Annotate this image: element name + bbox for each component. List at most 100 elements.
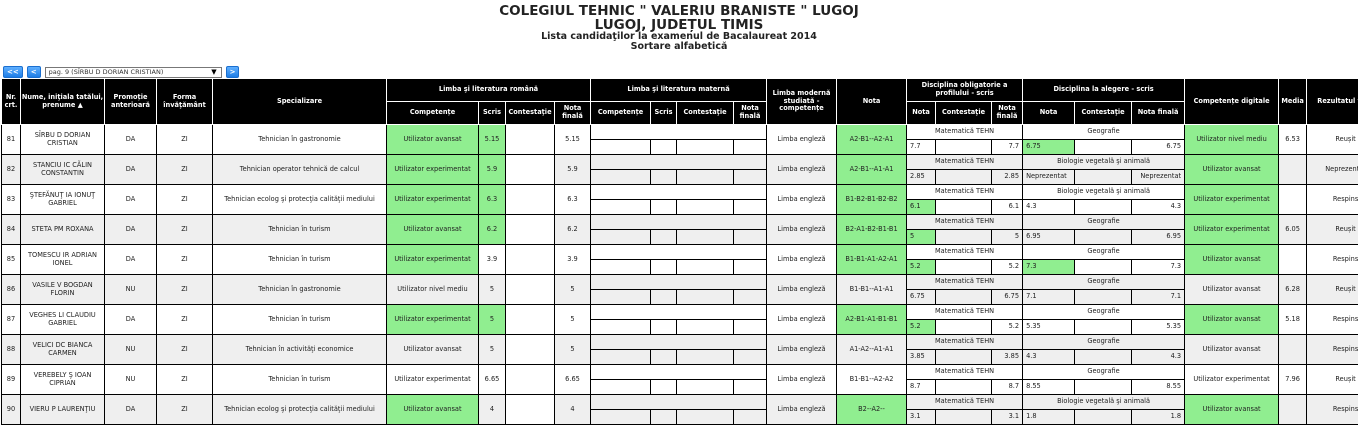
promotie-cell: NU [104,334,157,365]
ale-nota-finala-cell: 7.3 [1131,259,1186,275]
table-row: 88 VELICI DC BIANCA CARMEN NU ZI Tehnician î… [1,334,1358,365]
materna-empty-cell [590,124,768,140]
ro-competente-cell: Utilizator experimentat [386,244,479,275]
ro-competente-cell: Utilizator experimentat [386,154,479,185]
table-row: 89 VEREBELY Ş IOAN CIPRIAN NU ZI Tehnician î… [1,364,1358,395]
ale-nota-finala-cell: 5.35 [1131,319,1186,335]
nr-cell: 83 [1,184,21,215]
forma-cell: ZI [156,154,213,185]
mat-nota-finala-cell [733,379,768,395]
obl-contestatie-cell [935,199,993,215]
ro-contestatie-cell [505,304,555,335]
forma-cell: ZI [156,364,213,395]
obl-contestatie-cell [935,229,993,245]
ale-nota-cell: 4.3 [1022,349,1076,365]
obl-contestatie-cell [935,259,993,275]
mat-competente-cell [590,199,652,215]
nr-cell: 81 [1,124,21,155]
col-group-romana: Limba şi literatura română [385,79,592,102]
forma-cell: ZI [156,274,213,305]
ale-nota-finala-cell: 6.95 [1131,229,1186,245]
nota-cell: A2-B1-A1-B1-B1 [836,304,908,335]
nota-cell: B1-B2-B1-B2-B2 [836,184,908,215]
rezultat-cell: Respins [1306,334,1358,365]
ro-contestatie-cell [505,124,555,155]
mat-scris-cell [650,319,678,335]
mat-competente-cell [590,139,652,155]
col-forma: Forma învăţământ [156,79,213,125]
obligatorie-subject: Matematică TEHN [906,334,1024,350]
ro-contestatie-cell [505,154,555,185]
table-row: 85 TOMESCU IR ADRIAN IONEL DA ZI Tehnician î… [1,244,1358,275]
mat-contestatie-cell [676,379,735,395]
rezultat-cell: Respins [1306,304,1358,335]
name-cell: STANCIU IC CĂLIN CONSTANTIN [20,154,105,185]
dropdown-arrow-icon: ▼ [211,67,217,76]
ro-contestatie-cell [505,334,555,365]
ro-nota-finala-cell: 5 [553,274,592,305]
col-ro-competente: Competențe [386,101,479,125]
col-mat-contestatie: Contestaţie [676,101,735,125]
mat-contestatie-cell [676,259,735,275]
obl-nota-cell: 6.75 [906,289,937,305]
ro-scris-cell: 5 [478,334,506,365]
obl-nota-cell: 2.85 [906,169,937,185]
ale-contestatie-cell [1074,289,1133,305]
mat-scris-cell [650,379,678,395]
col-rezultat: Rezultatul final [1306,79,1358,125]
ro-scris-cell: 6.3 [478,184,506,215]
materna-empty-cell [590,214,768,230]
promotie-cell: DA [104,124,157,155]
obl-nota-finala-cell: 6.1 [991,199,1024,215]
ro-nota-finala-cell: 3.9 [553,244,592,275]
col-ale-contestatie: Contestaţie [1074,101,1133,125]
obl-contestatie-cell [935,349,993,365]
obl-nota-cell: 5 [906,229,937,245]
ale-nota-cell: 7.3 [1022,259,1076,275]
alegere-subject: Geografie [1022,274,1186,290]
nr-cell: 86 [1,274,21,305]
ale-nota-cell: 7.1 [1022,289,1076,305]
promotie-cell: DA [104,214,157,245]
prev-page-button[interactable]: < [26,66,41,78]
rezultat-cell: Respins [1306,244,1358,275]
name-cell: VASILE V BOGDAN FLORIN [20,274,105,305]
ro-scris-cell: 4 [478,394,506,425]
obl-nota-finala-cell: 5 [991,229,1024,245]
mat-nota-finala-cell [733,319,768,335]
obl-contestatie-cell [935,409,993,425]
obl-nota-cell: 5.2 [906,259,937,275]
media-cell [1278,334,1308,365]
ro-competente-cell: Utilizator nivel mediu [386,274,479,305]
mat-scris-cell [650,409,678,425]
ro-contestatie-cell [505,364,555,395]
col-name[interactable]: Nume, iniţiala tatălui, prenume ▲ [20,79,105,125]
media-cell: 5.18 [1278,304,1308,335]
ale-contestatie-cell [1074,259,1133,275]
rezultat-cell: Reușit [1306,214,1358,245]
ro-contestatie-cell [505,214,555,245]
ro-scris-cell: 6.65 [478,364,506,395]
page-select[interactable]: pag. 9 (SÎRBU D DORIAN CRISTIAN) ▼ [44,66,222,78]
ro-nota-finala-cell: 5.15 [553,124,592,155]
table-row: 90 VIERU P LAURENŢIU DA ZI Tehnician ecolog … [1,394,1358,425]
forma-cell: ZI [156,304,213,335]
obl-contestatie-cell [935,289,993,305]
ale-contestatie-cell [1074,169,1133,185]
alegere-subject: Biologie vegetală şi animală [1022,394,1186,410]
next-page-button[interactable]: > [225,66,240,78]
nota-cell: A1-A2--A1-A1 [836,334,908,365]
mat-contestatie-cell [676,169,735,185]
pager: << < pag. 9 (SÎRBU D DORIAN CRISTIAN) ▼ > [3,66,240,78]
obligatorie-subject: Matematică TEHN [906,184,1024,200]
media-cell: 7.96 [1278,364,1308,395]
obligatorie-subject: Matematică TEHN [906,274,1024,290]
promotie-cell: DA [104,394,157,425]
promotie-cell: DA [104,244,157,275]
digitale-cell: Utilizator avansat [1184,394,1280,425]
first-page-button[interactable]: << [3,66,23,78]
ale-nota-cell: 6.95 [1022,229,1076,245]
ro-nota-finala-cell: 6.65 [553,364,592,395]
forma-cell: ZI [156,124,213,155]
alegere-subject: Biologie vegetală şi animală [1022,184,1186,200]
